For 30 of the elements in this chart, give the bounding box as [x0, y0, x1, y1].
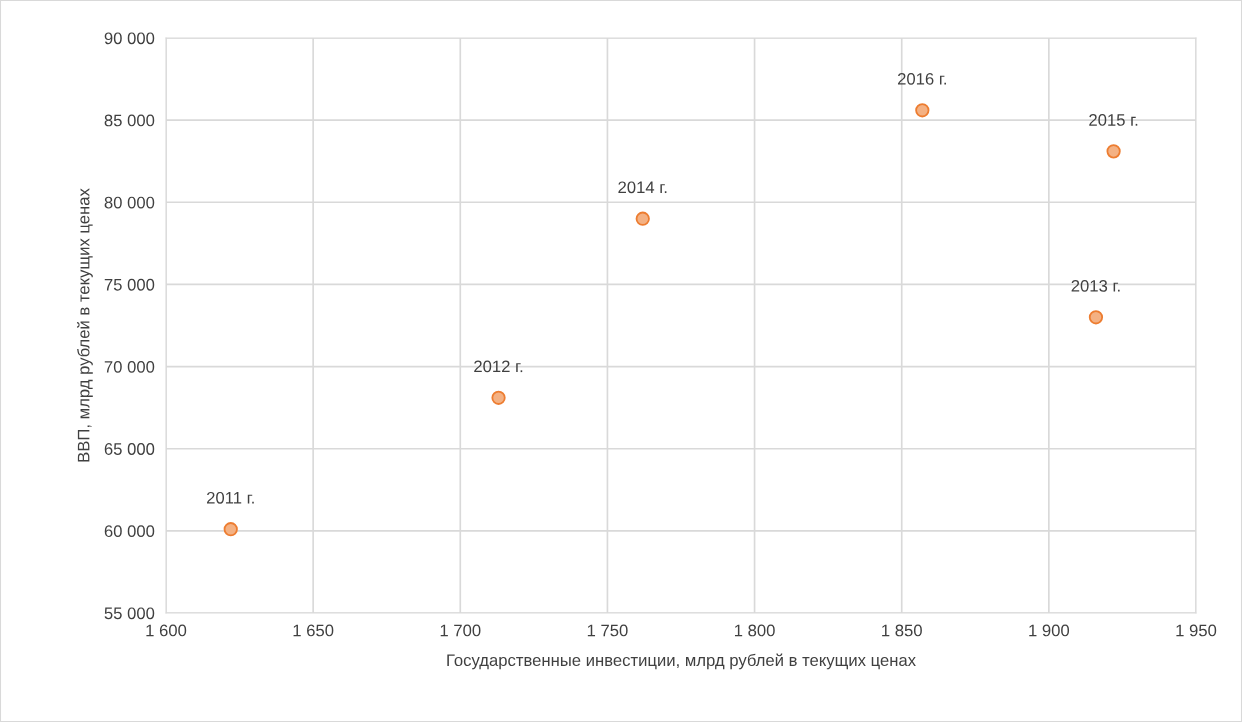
x-tick-label: 1 700 [440, 624, 481, 637]
y-tick-label: 75 000 [104, 278, 155, 291]
point [223, 522, 238, 537]
y-tick-label: 80 000 [104, 196, 155, 209]
x-tick-label: 1 850 [882, 624, 922, 637]
annotation: 2013 г. [1071, 279, 1120, 292]
y-tick-label: 65 000 [104, 443, 155, 455]
y-tick-label: 90 000 [104, 32, 155, 45]
y-axis-title: ВВП, млрд рублей в текущих ценах [76, 188, 93, 462]
y-tick-label: 55 000 [104, 607, 155, 620]
x-tick-label: 1 750 [587, 624, 628, 637]
point [1106, 144, 1121, 159]
annotation: 2014 г. [618, 181, 667, 194]
annotation: 2015 г. [1089, 114, 1138, 126]
x-tick-label: 1 900 [1029, 624, 1070, 637]
annotation: 2011 г. [207, 491, 254, 504]
annotation: 2012 г. [474, 360, 523, 373]
x-axis-title: Государственные инвестиции, млрд рублей в текущих ценах [447, 653, 916, 670]
x-tick-label: 1 600 [146, 624, 187, 637]
point [915, 103, 930, 118]
y-tick-label: 85 000 [104, 114, 155, 127]
x-tick-label: 1 650 [293, 624, 334, 637]
annotation: 2016 г. [897, 72, 946, 85]
y-tick-label: 70 000 [104, 360, 155, 373]
point [635, 211, 650, 226]
x-tick-label: 1 800 [734, 624, 775, 637]
y-tick-label: 60 000 [104, 525, 155, 538]
point [491, 390, 506, 405]
x-tick-label: 1 950 [1176, 624, 1217, 637]
point [1088, 310, 1104, 325]
